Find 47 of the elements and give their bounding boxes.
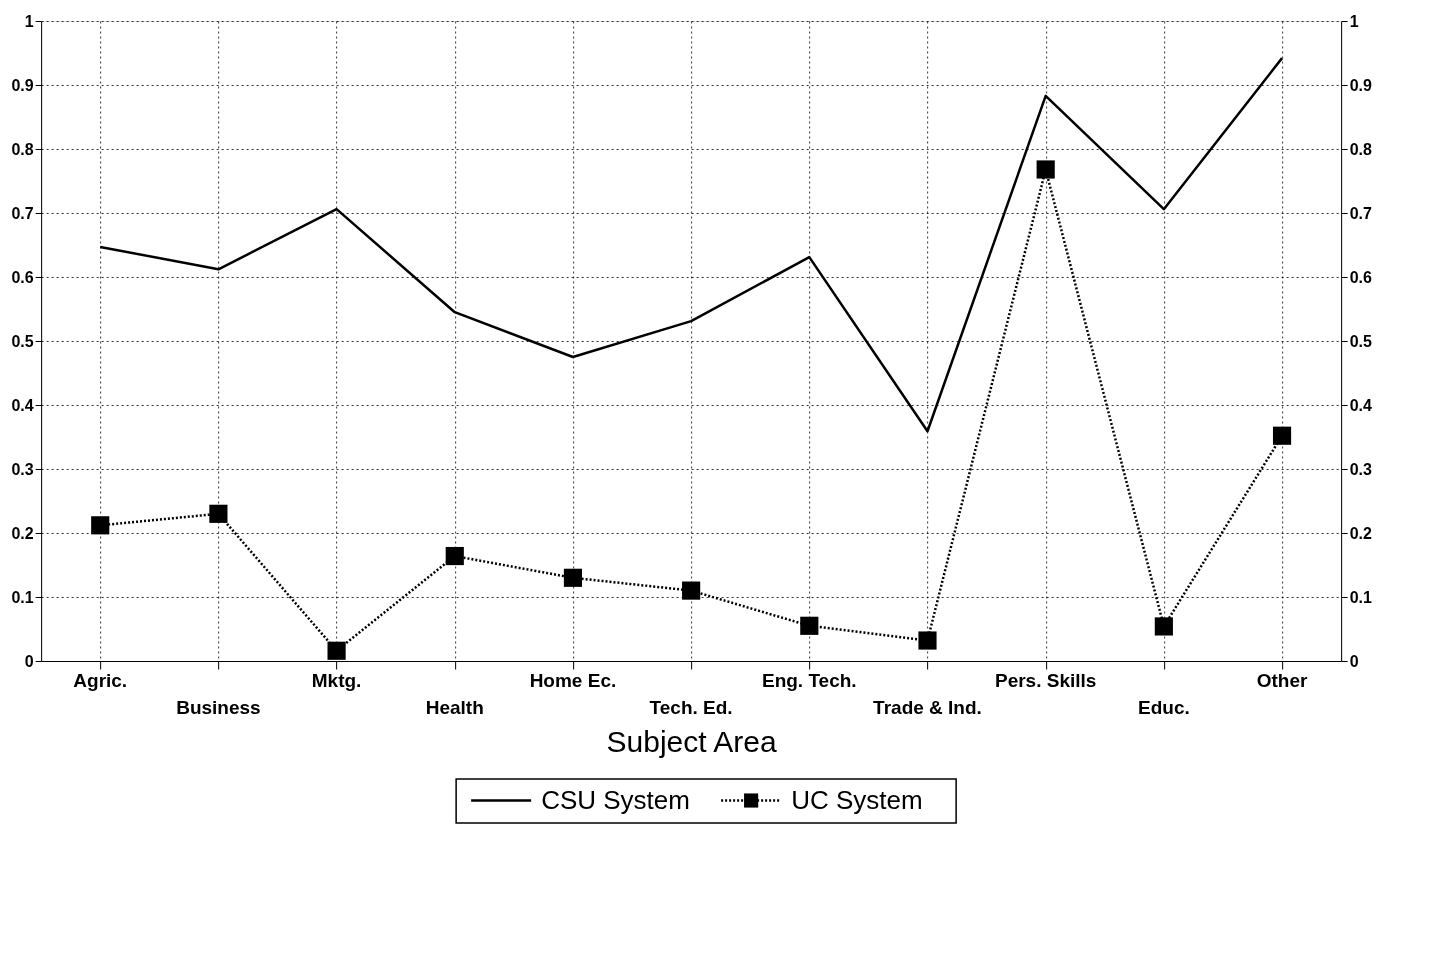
point [1272, 426, 1292, 445]
y2-tick-label: 0.2 [1349, 524, 1372, 542]
x-tick-label: Tech. Ed. [649, 697, 733, 718]
x-tick-label: Agric. [73, 670, 128, 691]
x-tick-label: Trade & Ind. [873, 697, 982, 718]
point [327, 641, 346, 660]
x-tick-label: Business [176, 697, 261, 718]
y-tick-label: 0.9 [11, 76, 34, 94]
y2-tick-label: 0.1 [1349, 588, 1372, 606]
y2-tick-label: 0.7 [1349, 204, 1372, 222]
y-tick-label: 1 [24, 12, 34, 30]
point [445, 546, 464, 566]
x-tick-label: Home Ec. [529, 670, 617, 691]
point [682, 581, 701, 600]
y2-tick-label: 0.8 [1349, 140, 1372, 158]
y2-tick-label: 0.6 [1349, 268, 1372, 286]
y-tick-label: 0.4 [11, 396, 34, 414]
x-tick-label: Other [1256, 670, 1308, 691]
point [800, 616, 819, 635]
y-tick-label: 0.5 [11, 332, 34, 350]
x-tick-label: Educ. [1137, 697, 1190, 718]
legend-label: CSU System [541, 784, 690, 815]
y2-tick-label: 1 [1349, 12, 1359, 30]
point [563, 568, 583, 587]
y-tick-label: 0.6 [11, 268, 34, 286]
x-tick-label: Mktg. [311, 670, 362, 691]
y2-tick-label: 0.4 [1349, 396, 1372, 414]
point [918, 631, 937, 650]
y-tick-label: 0.3 [11, 460, 34, 478]
y2-tick-label: 0.5 [1349, 332, 1372, 350]
x-tick-label: Eng. Tech. [761, 670, 857, 691]
y2-tick-label: 0.3 [1349, 460, 1372, 478]
x-axis-title: Subject Area [606, 725, 777, 758]
point [1154, 617, 1173, 636]
x-tick-label: Pers. Skills [994, 670, 1097, 691]
y-tick-label: 0.7 [11, 204, 34, 222]
x-tick-label: Health [425, 697, 484, 718]
y2-tick-label: 0.9 [1349, 76, 1372, 94]
point [91, 516, 110, 535]
y-tick-label: 0.2 [11, 524, 34, 542]
point [209, 504, 228, 523]
legend-label: UC System [791, 784, 923, 815]
y-tick-label: 0.8 [11, 140, 34, 158]
point [1036, 160, 1055, 179]
y2-tick-label: 0 [1349, 652, 1359, 670]
y-tick-label: 0 [24, 652, 34, 670]
y-tick-label: 0.1 [11, 588, 34, 606]
